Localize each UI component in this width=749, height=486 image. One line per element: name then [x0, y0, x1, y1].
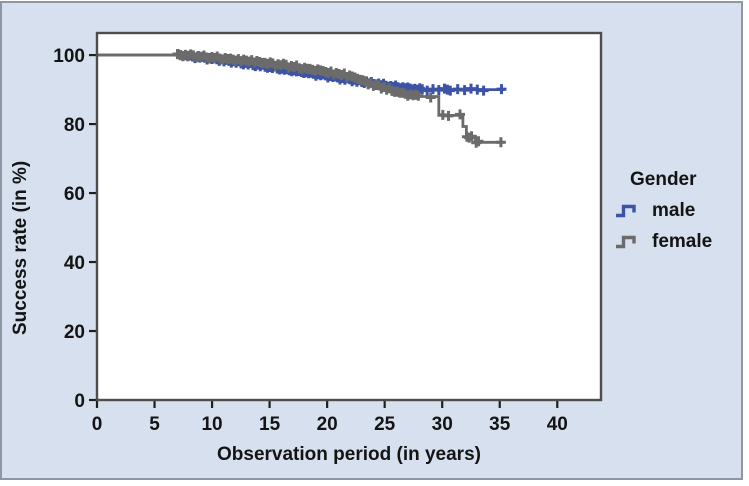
- x-tick-label: 30: [432, 414, 453, 435]
- legend: Gender male female: [614, 169, 712, 253]
- legend-label-female: female: [652, 231, 713, 252]
- female-step-line-icon: [616, 235, 636, 249]
- x-tick-label: 5: [149, 414, 160, 435]
- x-tick-label: 15: [259, 414, 281, 435]
- x-tick-label: 0: [92, 414, 103, 435]
- y-axis-title: Success rate (in %): [10, 160, 31, 336]
- male-step-line-icon: [616, 204, 636, 218]
- legend-title: Gender: [630, 169, 697, 190]
- legend-label-male: male: [652, 200, 696, 221]
- y-tick-label: 0: [74, 391, 85, 412]
- x-axis-title: Observation period (in years): [217, 444, 481, 465]
- x-tick-label: 20: [317, 414, 338, 435]
- y-tick-label: 100: [53, 46, 85, 67]
- y-tick-label: 80: [64, 115, 85, 136]
- plot-frame: [95, 31, 603, 402]
- y-tick-label: 60: [64, 184, 85, 205]
- x-tick-label: 25: [374, 414, 396, 435]
- legend-item-male: male: [614, 200, 712, 222]
- y-tick-label: 20: [64, 322, 85, 343]
- x-tick-label: 35: [489, 414, 511, 435]
- plot-area: [97, 33, 601, 400]
- censor-marks-female: [172, 49, 506, 148]
- chart-figure: 0 5 10 15 20 25 30 35 40 0 20 40 60 80 100 Observation…: [0, 1, 743, 480]
- km-plot-svg: 0 5 10 15 20 25 30 35 40 0 20 40 60 80 100: [53, 31, 603, 435]
- x-tick-label: 10: [201, 414, 222, 435]
- legend-item-female: female: [614, 231, 712, 253]
- x-tick-label: 40: [547, 414, 568, 435]
- y-tick-label: 40: [64, 253, 85, 274]
